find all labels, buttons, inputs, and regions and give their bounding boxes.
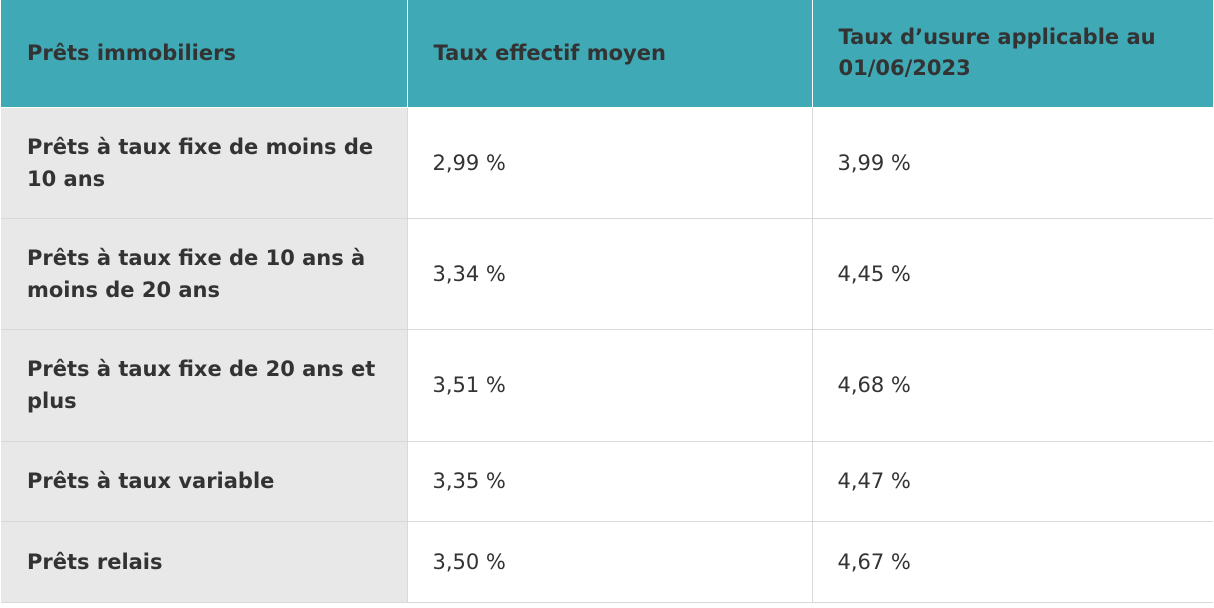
average-rate-cell: 2,99 %: [407, 107, 813, 219]
average-rate-cell: 3,50 %: [407, 521, 813, 604]
table-row: Prêts à taux fixe de 10 ans à moins de 2…: [1, 218, 1213, 330]
average-rate-cell: 3,51 %: [407, 329, 813, 442]
table-row: Prêts relais 3,50 % 4,67 %: [1, 521, 1213, 604]
usury-rate-cell: 3,99 %: [812, 107, 1213, 219]
row-label: Prêts à taux fixe de 10 ans à moins de 2…: [1, 218, 408, 330]
average-rate-cell: 3,34 %: [407, 218, 813, 330]
table-row: Prêts à taux fixe de moins de 10 ans 2,9…: [1, 107, 1213, 219]
table-header: Prêts immobiliers Taux effectif moyen Ta…: [1, 0, 1213, 108]
row-label: Prêts à taux fixe de moins de 10 ans: [1, 107, 408, 219]
row-label: Prêts à taux fixe de 20 ans et plus: [1, 329, 408, 442]
average-rate-cell: 3,35 %: [407, 441, 813, 522]
table-body: Prêts à taux fixe de moins de 10 ans 2,9…: [1, 107, 1213, 604]
header-row: Prêts immobiliers Taux effectif moyen Ta…: [1, 0, 1213, 108]
usury-rate-cell: 4,47 %: [812, 441, 1213, 522]
header-average-rate: Taux effectif moyen: [407, 0, 813, 108]
usury-rate-cell: 4,68 %: [812, 329, 1213, 442]
header-loan-type: Prêts immobiliers: [1, 0, 408, 108]
usury-rate-cell: 4,67 %: [812, 521, 1213, 604]
row-label: Prêts à taux variable: [1, 441, 408, 522]
usury-rate-cell: 4,45 %: [812, 218, 1213, 330]
table-row: Prêts à taux variable 3,35 % 4,47 %: [1, 441, 1213, 522]
row-label: Prêts relais: [1, 521, 408, 604]
header-usury-rate: Taux d’usure applicable au 01/06/2023: [812, 0, 1213, 108]
table-row: Prêts à taux fixe de 20 ans et plus 3,51…: [1, 329, 1213, 442]
